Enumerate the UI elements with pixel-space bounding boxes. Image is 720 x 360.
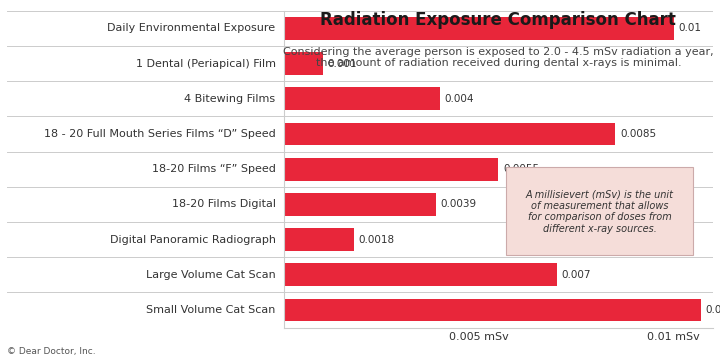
Text: 0.0107: 0.0107: [706, 305, 720, 315]
Text: 0.0018: 0.0018: [359, 235, 395, 244]
Text: © Dear Doctor, Inc.: © Dear Doctor, Inc.: [7, 347, 96, 356]
Bar: [284, 87, 440, 110]
Bar: [284, 17, 674, 40]
Text: 0.0039: 0.0039: [441, 199, 477, 210]
Bar: [284, 264, 557, 286]
Bar: [284, 228, 354, 251]
Text: Small Volume Cat Scan: Small Volume Cat Scan: [146, 305, 276, 315]
Text: 0.007: 0.007: [562, 270, 591, 280]
Text: 4 Bitewing Films: 4 Bitewing Films: [184, 94, 276, 104]
Text: Radiation Exposure Comparison Chart: Radiation Exposure Comparison Chart: [320, 11, 676, 29]
Bar: [284, 52, 323, 75]
Bar: [284, 298, 701, 321]
Text: Considering the average person is exposed to 2.0 - 4.5 mSv radiation a year,
the: Considering the average person is expose…: [283, 47, 714, 68]
Text: 18-20 Films “F” Speed: 18-20 Films “F” Speed: [152, 164, 276, 174]
Text: Daily Environmental Exposure: Daily Environmental Exposure: [107, 23, 276, 33]
Text: A millisievert (mSv) is the unit
of measurement that allows
for comparison of do: A millisievert (mSv) is the unit of meas…: [526, 189, 674, 234]
Text: 0.01: 0.01: [678, 23, 701, 33]
Text: 0.0085: 0.0085: [620, 129, 656, 139]
Text: Digital Panoramic Radiograph: Digital Panoramic Radiograph: [109, 235, 276, 244]
Bar: [284, 122, 616, 145]
Text: 0.0055: 0.0055: [503, 164, 539, 174]
Text: 18-20 Films Digital: 18-20 Films Digital: [171, 199, 276, 210]
Text: Large Volume Cat Scan: Large Volume Cat Scan: [146, 270, 276, 280]
FancyBboxPatch shape: [506, 167, 693, 256]
Text: 1 Dental (Periapical) Film: 1 Dental (Periapical) Film: [135, 59, 276, 69]
Bar: [284, 158, 498, 181]
Bar: [284, 193, 436, 216]
Text: 0.001: 0.001: [328, 59, 357, 69]
Text: 18 - 20 Full Mouth Series Films “D” Speed: 18 - 20 Full Mouth Series Films “D” Spee…: [44, 129, 276, 139]
Text: 0.004: 0.004: [444, 94, 474, 104]
